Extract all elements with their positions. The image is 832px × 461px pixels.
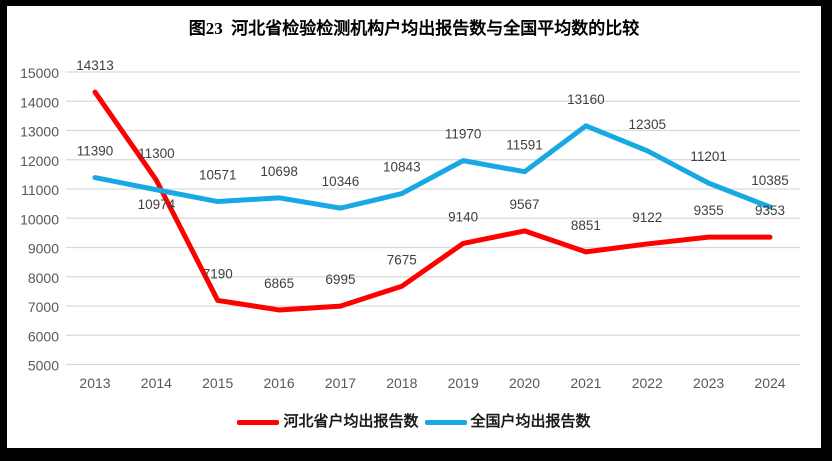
y-axis-tick-label: 13000 xyxy=(20,124,59,140)
data-label: 11970 xyxy=(445,127,482,142)
data-label: 7190 xyxy=(203,266,233,281)
y-axis-tick-label: 5000 xyxy=(28,358,59,374)
data-label: 10346 xyxy=(322,174,360,189)
y-axis-tick-label: 6000 xyxy=(28,328,59,344)
data-label: 9567 xyxy=(510,197,540,212)
x-axis-tick-label: 2014 xyxy=(141,375,172,391)
data-label: 10571 xyxy=(199,168,237,183)
x-axis-tick-label: 2021 xyxy=(570,375,601,391)
legend-label-hebei: 河北省户均出报告数 xyxy=(283,413,419,430)
data-label: 9140 xyxy=(448,209,478,224)
y-axis-tick-label: 11000 xyxy=(21,182,59,198)
data-label: 11390 xyxy=(77,144,114,159)
data-label: 9355 xyxy=(694,203,724,218)
y-axis-tick-label: 12000 xyxy=(20,153,59,169)
data-label: 11201 xyxy=(690,149,727,164)
x-axis-tick-label: 2020 xyxy=(509,375,540,391)
x-axis-tick-label: 2022 xyxy=(632,375,663,391)
chart-title: 图23 河北省检验检测机构户均出报告数与全国平均数的比较 xyxy=(188,19,640,38)
y-axis-tick-label: 9000 xyxy=(28,241,59,257)
series-line-national xyxy=(92,123,773,211)
data-label: 9122 xyxy=(632,210,662,225)
y-axis-tick-label: 14000 xyxy=(20,94,59,110)
x-axis-tick-label: 2024 xyxy=(754,375,785,391)
y-axis-tick-label: 8000 xyxy=(28,270,59,286)
data-label: 9353 xyxy=(755,203,785,218)
data-label: 10385 xyxy=(751,173,789,188)
data-label: 8851 xyxy=(571,218,601,233)
legend-label-national: 全国户均出报告数 xyxy=(470,413,591,430)
y-axis-tick-label: 10000 xyxy=(20,211,59,227)
data-label: 11591 xyxy=(506,138,543,153)
data-label: 12305 xyxy=(628,117,666,132)
data-label: 11300 xyxy=(138,146,175,161)
legend-swatch-national-line xyxy=(424,419,467,425)
x-axis-tick-label: 2018 xyxy=(386,375,417,391)
y-axis-tick-label: 15000 xyxy=(20,65,59,81)
data-label: 6995 xyxy=(325,272,355,287)
data-label: 6865 xyxy=(264,276,294,291)
x-axis-tick-label: 2019 xyxy=(448,375,479,391)
x-axis-tick-label: 2015 xyxy=(202,375,233,391)
series-line-hebei xyxy=(92,89,773,313)
x-axis-tick-label: 2023 xyxy=(693,375,724,391)
legend: 河北省户均出报告数 全国户均出报告数 xyxy=(7,413,821,431)
data-label: 14313 xyxy=(76,58,114,73)
x-axis-tick-label: 2016 xyxy=(264,375,295,391)
y-axis-tick-label: 7000 xyxy=(28,299,59,315)
data-label: 10974 xyxy=(138,197,176,212)
data-label: 10698 xyxy=(260,164,298,179)
data-label: 10843 xyxy=(383,160,421,175)
data-label: 7675 xyxy=(387,252,417,267)
data-label: 13160 xyxy=(567,92,605,107)
x-axis-tick-label: 2013 xyxy=(79,375,110,391)
line-chart-plot: 5000 6000 7000 8000 9000 10000 11000 12000 13000… xyxy=(20,58,800,391)
x-axis-tick-label: 2017 xyxy=(325,375,356,391)
legend-swatch-hebei-line xyxy=(237,419,280,425)
